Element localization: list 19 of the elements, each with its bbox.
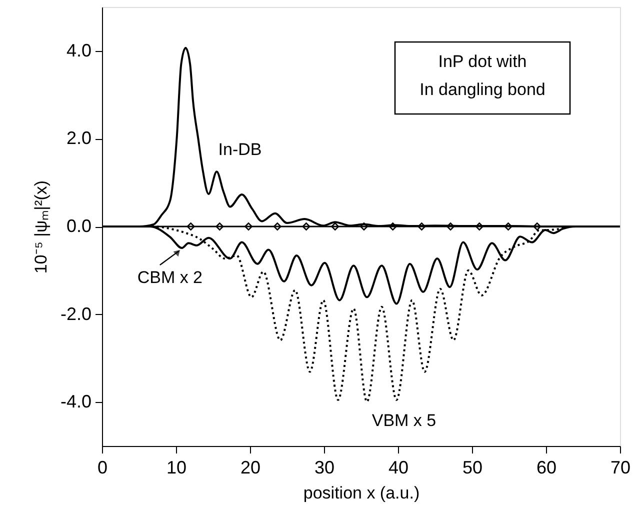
x-tick-label: 50 bbox=[462, 458, 483, 478]
y-tick-label: 2.0 bbox=[66, 128, 92, 148]
x-tick-label: 40 bbox=[388, 458, 409, 478]
y-tick-label: -2.0 bbox=[60, 304, 92, 324]
x-tick-label: 70 bbox=[610, 458, 631, 478]
y-tick-label: -4.0 bbox=[60, 392, 92, 412]
y-axis-title: 10⁻⁵ |ψₘ|²(x) bbox=[31, 180, 50, 274]
annotation: CBM x 2 bbox=[137, 268, 203, 288]
annotation: InP dot with In dangling bond bbox=[420, 52, 546, 99]
x-tick-label: 60 bbox=[536, 458, 557, 478]
y-tick-label: 0.0 bbox=[66, 216, 92, 236]
annotation: In-DB bbox=[218, 140, 262, 159]
x-tick-label: 10 bbox=[166, 458, 187, 478]
x-tick-label: 20 bbox=[240, 458, 261, 478]
x-axis-title: position x (a.u.) bbox=[303, 484, 420, 502]
x-tick-label: 30 bbox=[314, 458, 335, 478]
x-tick-label: 0 bbox=[97, 458, 108, 478]
annotation: VBM x 5 bbox=[372, 411, 436, 430]
y-tick-label: 4.0 bbox=[66, 40, 92, 60]
